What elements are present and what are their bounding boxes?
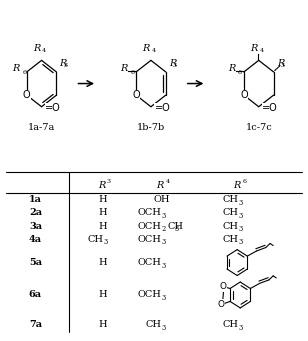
Text: H: H — [99, 208, 107, 217]
Text: OCH: OCH — [138, 291, 162, 299]
Text: R: R — [98, 181, 105, 190]
Text: R: R — [169, 59, 176, 68]
Text: R: R — [233, 181, 241, 190]
Text: 3: 3 — [162, 238, 166, 247]
Text: 3: 3 — [239, 324, 243, 332]
Text: CH: CH — [223, 195, 239, 204]
Text: =O: =O — [262, 103, 278, 113]
Text: H: H — [99, 320, 107, 329]
Text: 3: 3 — [239, 238, 243, 247]
Text: R: R — [277, 59, 284, 68]
Text: R: R — [250, 44, 257, 53]
Text: OCH: OCH — [138, 235, 162, 244]
Text: 3: 3 — [239, 198, 243, 207]
Text: 3: 3 — [174, 225, 178, 233]
Text: R: R — [120, 64, 128, 73]
Text: 1a-7a: 1a-7a — [28, 123, 55, 132]
Text: OCH: OCH — [138, 222, 162, 231]
Text: CH: CH — [167, 222, 183, 231]
Text: O: O — [240, 90, 248, 100]
Text: 3: 3 — [162, 324, 166, 332]
Text: CH: CH — [223, 208, 239, 217]
Text: 3: 3 — [162, 262, 166, 270]
Text: R: R — [156, 181, 164, 190]
Text: R: R — [33, 44, 40, 53]
Text: O: O — [220, 282, 226, 291]
Text: 3: 3 — [172, 63, 176, 68]
Text: CH: CH — [87, 235, 103, 244]
Text: 3: 3 — [107, 179, 111, 184]
Text: 1b-7b: 1b-7b — [137, 123, 165, 132]
Text: H: H — [99, 291, 107, 299]
Text: 4: 4 — [165, 179, 169, 184]
Text: R: R — [59, 59, 67, 68]
Text: 3: 3 — [162, 294, 166, 302]
Text: 3: 3 — [280, 63, 284, 68]
Text: O: O — [218, 300, 225, 309]
Text: 3: 3 — [103, 238, 107, 247]
Text: 3: 3 — [63, 63, 67, 68]
Text: 6: 6 — [242, 179, 246, 184]
Text: =O: =O — [45, 103, 61, 113]
Text: CH: CH — [223, 235, 239, 244]
Text: 2: 2 — [162, 225, 166, 233]
Text: H: H — [99, 258, 107, 267]
Text: =O: =O — [155, 103, 170, 113]
Text: CH: CH — [223, 320, 239, 329]
Text: O: O — [23, 90, 30, 100]
Text: 4: 4 — [152, 48, 156, 53]
Text: 4: 4 — [42, 48, 46, 53]
Text: OCH: OCH — [138, 258, 162, 267]
Text: OH: OH — [153, 195, 170, 204]
Text: 6: 6 — [238, 70, 242, 75]
Text: 1a: 1a — [29, 195, 42, 204]
Text: R: R — [13, 64, 20, 73]
Text: 2a: 2a — [29, 208, 42, 217]
Text: H: H — [99, 195, 107, 204]
Text: 3: 3 — [162, 212, 166, 220]
Text: CH: CH — [223, 222, 239, 231]
Text: 6a: 6a — [29, 291, 42, 299]
Text: 3: 3 — [239, 212, 243, 220]
Text: 4a: 4a — [29, 235, 42, 244]
Text: 6: 6 — [130, 70, 134, 75]
Text: 1c-7c: 1c-7c — [245, 123, 272, 132]
Text: R: R — [228, 64, 235, 73]
Text: OCH: OCH — [138, 208, 162, 217]
Text: 6: 6 — [23, 70, 27, 75]
Text: 7a: 7a — [29, 320, 42, 329]
Text: H: H — [99, 222, 107, 231]
Text: 5a: 5a — [29, 258, 42, 267]
Text: 4: 4 — [259, 48, 263, 53]
Text: R: R — [142, 44, 149, 53]
Text: 3: 3 — [239, 225, 243, 233]
Text: O: O — [132, 90, 140, 100]
Text: 3a: 3a — [29, 222, 42, 231]
Text: CH: CH — [146, 320, 162, 329]
